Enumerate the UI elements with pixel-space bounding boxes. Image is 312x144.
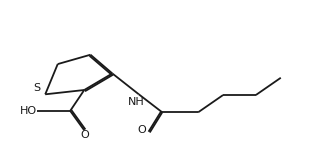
Text: O: O	[138, 125, 146, 135]
Text: S: S	[33, 83, 40, 93]
Text: HO: HO	[20, 106, 37, 116]
Text: NH: NH	[128, 97, 145, 107]
Text: O: O	[80, 130, 89, 140]
